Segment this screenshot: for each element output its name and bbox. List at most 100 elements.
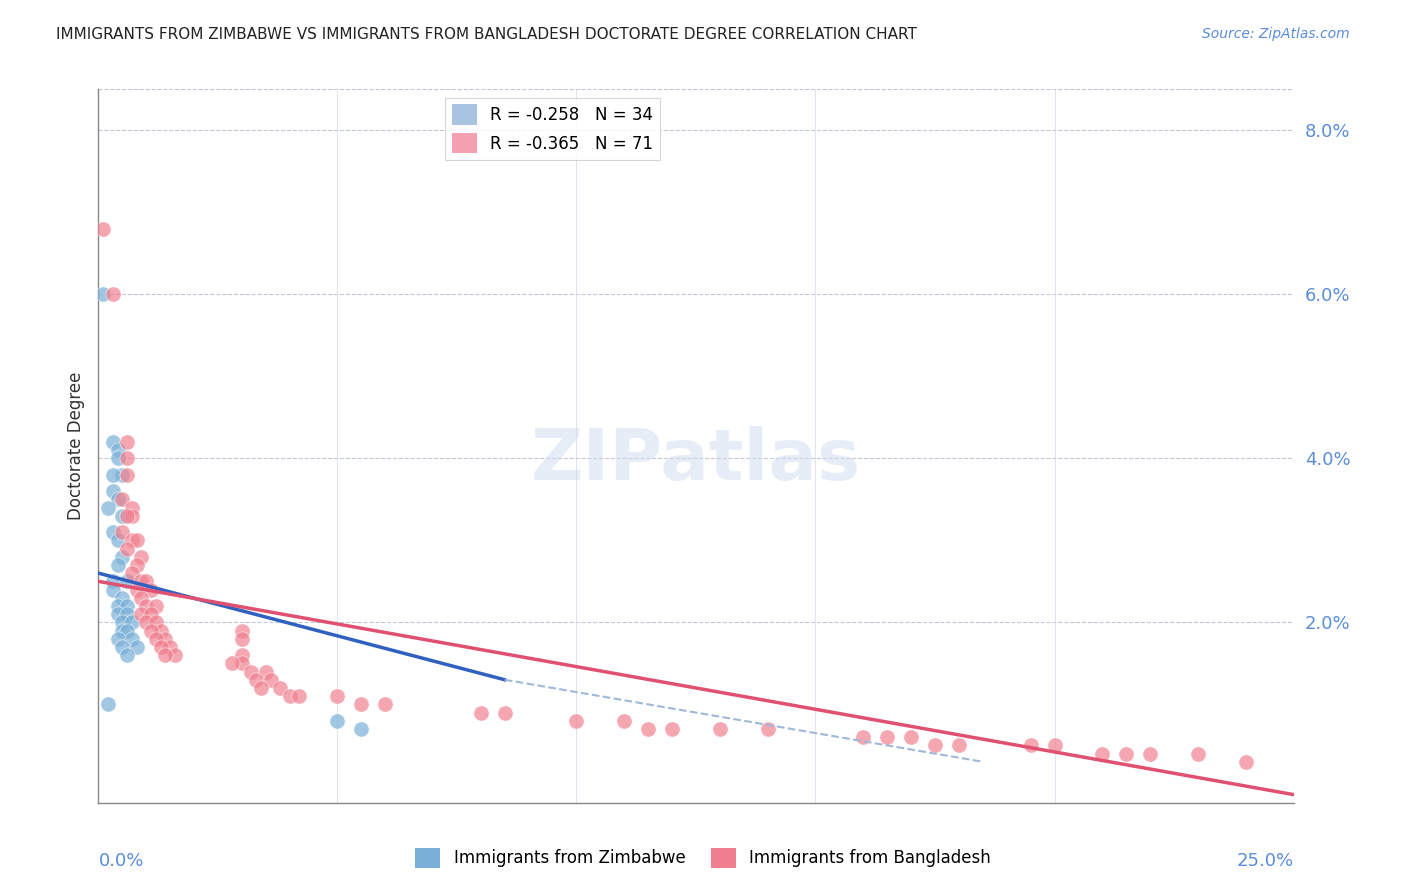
Point	[107, 451, 129, 466]
Point	[107, 558, 129, 572]
Point	[155, 632, 177, 646]
Point	[374, 698, 396, 712]
Point	[149, 624, 172, 638]
Point	[111, 525, 134, 540]
Point	[107, 599, 129, 613]
Point	[221, 657, 243, 671]
Point	[259, 673, 281, 687]
Point	[125, 582, 148, 597]
Text: 25.0%: 25.0%	[1236, 852, 1294, 870]
Point	[115, 607, 138, 622]
Point	[1234, 755, 1257, 769]
Point	[278, 689, 301, 703]
Point	[101, 574, 124, 589]
Point	[111, 492, 134, 507]
Point	[111, 549, 134, 564]
Point	[145, 599, 167, 613]
Text: IMMIGRANTS FROM ZIMBABWE VS IMMIGRANTS FROM BANGLADESH DOCTORATE DEGREE CORRELAT: IMMIGRANTS FROM ZIMBABWE VS IMMIGRANTS F…	[56, 27, 917, 42]
Point	[948, 739, 970, 753]
Point	[139, 624, 162, 638]
Point	[231, 632, 253, 646]
Point	[121, 508, 143, 523]
Point	[254, 665, 277, 679]
Point	[852, 730, 875, 744]
Point	[709, 722, 731, 736]
Point	[115, 434, 138, 449]
Point	[350, 722, 373, 736]
Point	[131, 591, 153, 605]
Point	[900, 730, 922, 744]
Point	[135, 615, 157, 630]
Legend: Immigrants from Zimbabwe, Immigrants from Bangladesh: Immigrants from Zimbabwe, Immigrants fro…	[409, 841, 997, 875]
Point	[115, 599, 138, 613]
Point	[91, 287, 114, 301]
Point	[107, 492, 129, 507]
Point	[135, 574, 157, 589]
Point	[145, 632, 167, 646]
Point	[121, 500, 143, 515]
Point	[111, 508, 134, 523]
Point	[288, 689, 311, 703]
Point	[91, 221, 114, 235]
Point	[637, 722, 659, 736]
Point	[326, 714, 349, 728]
Point	[111, 467, 134, 482]
Point	[145, 615, 167, 630]
Text: Source: ZipAtlas.com: Source: ZipAtlas.com	[1202, 27, 1350, 41]
Point	[661, 722, 683, 736]
Point	[111, 624, 134, 638]
Point	[1187, 747, 1209, 761]
Point	[101, 287, 124, 301]
Point	[107, 533, 129, 548]
Text: ZIPatlas: ZIPatlas	[531, 425, 860, 495]
Point	[163, 648, 186, 662]
Point	[139, 607, 162, 622]
Point	[101, 484, 124, 499]
Text: 0.0%: 0.0%	[98, 852, 143, 870]
Point	[326, 689, 349, 703]
Point	[101, 434, 124, 449]
Point	[131, 574, 153, 589]
Point	[494, 706, 516, 720]
Point	[155, 648, 177, 662]
Point	[231, 648, 253, 662]
Point	[149, 640, 172, 654]
Point	[107, 607, 129, 622]
Point	[231, 624, 253, 638]
Point	[121, 632, 143, 646]
Point	[350, 698, 373, 712]
Point	[111, 615, 134, 630]
Point	[115, 451, 138, 466]
Point	[131, 607, 153, 622]
Point	[159, 640, 181, 654]
Point	[121, 615, 143, 630]
Point	[121, 533, 143, 548]
Point	[1091, 747, 1114, 761]
Point	[97, 698, 120, 712]
Point	[115, 467, 138, 482]
Point	[245, 673, 267, 687]
Point	[111, 591, 134, 605]
Point	[240, 665, 263, 679]
Legend: R = -0.258   N = 34, R = -0.365   N = 71: R = -0.258 N = 34, R = -0.365 N = 71	[446, 97, 659, 160]
Point	[125, 558, 148, 572]
Point	[101, 467, 124, 482]
Point	[115, 508, 138, 523]
Point	[101, 582, 124, 597]
Point	[131, 549, 153, 564]
Point	[107, 443, 129, 458]
Point	[97, 500, 120, 515]
Point	[135, 599, 157, 613]
Point	[924, 739, 946, 753]
Point	[115, 624, 138, 638]
Point	[269, 681, 291, 695]
Point	[139, 582, 162, 597]
Point	[1139, 747, 1161, 761]
Point	[876, 730, 898, 744]
Point	[125, 533, 148, 548]
Point	[1043, 739, 1066, 753]
Point	[565, 714, 588, 728]
Point	[1115, 747, 1137, 761]
Point	[125, 640, 148, 654]
Y-axis label: Doctorate Degree: Doctorate Degree	[66, 372, 84, 520]
